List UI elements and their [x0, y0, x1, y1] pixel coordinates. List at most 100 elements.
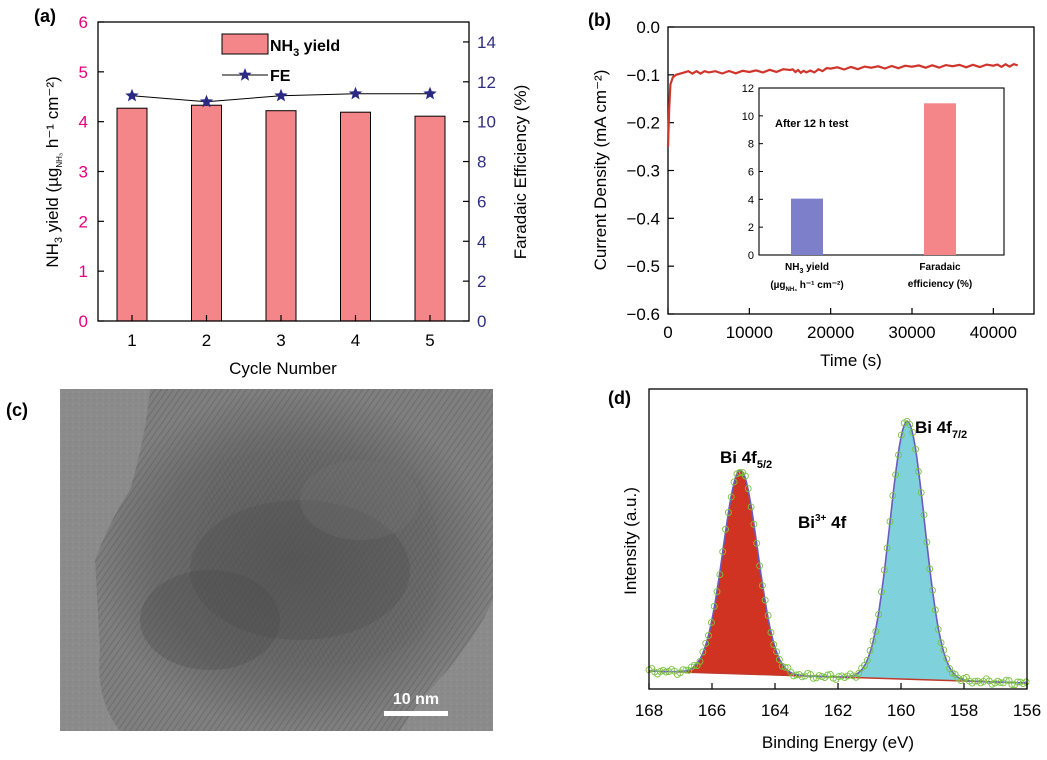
- panel-b-label: (b): [588, 10, 611, 30]
- raw-data-point: [770, 641, 778, 648]
- raw-data-point: [699, 648, 707, 656]
- panel-d-y-axis-title: Intensity (a.u.): [621, 487, 640, 595]
- raw-data-point: [895, 451, 902, 459]
- fe-point-3: [274, 88, 288, 102]
- raw-data-point: [1008, 681, 1016, 688]
- a-right-tick-label: 8: [477, 153, 486, 172]
- peak-label-4f72: Bi 4f7/2: [915, 418, 967, 441]
- raw-data-point: [861, 662, 868, 669]
- legend-star-fe: [238, 68, 252, 81]
- panel-a-y2-axis-title: Faradaic Efficiency (%): [511, 85, 530, 259]
- a-left-tick-label: 2: [79, 212, 88, 231]
- raw-data-point: [934, 625, 942, 633]
- raw-data-point: [781, 663, 789, 671]
- inset-bar-2: [924, 103, 956, 255]
- raw-data-point: [713, 588, 721, 596]
- raw-data-point: [798, 673, 806, 681]
- raw-data-point: [767, 629, 775, 636]
- raw-data-point: [1002, 676, 1010, 684]
- d-x-tick-label: 168: [635, 701, 663, 720]
- panel-d-x-axis-title: Binding Energy (eV): [762, 733, 914, 752]
- a-right-tick-label: 14: [477, 33, 496, 52]
- raw-data-point: [705, 632, 712, 639]
- raw-data-point: [878, 588, 885, 596]
- a-left-tick-label: 3: [79, 163, 88, 182]
- d-x-tick-label: 164: [761, 701, 789, 720]
- raw-data-point: [926, 565, 934, 573]
- panel-c-label: (c): [6, 400, 28, 420]
- inset-y-tick-label: 6: [748, 167, 754, 179]
- nh3-yield-bar-4: [340, 111, 371, 322]
- raw-data-point: [872, 627, 880, 635]
- inset-y-tick-label: 8: [748, 139, 754, 151]
- raw-data-point: [1022, 678, 1030, 686]
- fe-point-4: [348, 86, 363, 100]
- raw-data-point: [809, 674, 817, 682]
- inset-category-fe-line1: Faradaic: [919, 262, 961, 273]
- raw-data-point: [741, 472, 749, 480]
- raw-data-point: [707, 619, 715, 626]
- inset-bar-1: [791, 198, 823, 255]
- a-right-tick-label: 12: [477, 73, 496, 92]
- a-x-tick-label: 4: [351, 331, 360, 350]
- raw-data-point: [906, 421, 914, 429]
- raw-data-point: [920, 511, 928, 519]
- nh3-yield-bar-1: [116, 107, 148, 322]
- raw-data-point: [824, 671, 832, 679]
- a-right-tick-label: 2: [477, 272, 486, 291]
- raw-data-point: [929, 586, 936, 594]
- current-density-line: [666, 63, 1018, 147]
- a-x-tick-label: 5: [425, 331, 434, 350]
- a-x-tick-label: 1: [127, 331, 136, 350]
- raw-data-point: [883, 544, 891, 552]
- raw-data-point: [912, 445, 919, 453]
- nh3-yield-bar-2: [191, 104, 222, 322]
- raw-data-point: [744, 485, 752, 493]
- raw-data-point: [753, 539, 761, 547]
- legend-label-nh3-yield: NH3 yield: [270, 38, 340, 59]
- raw-data-point: [866, 647, 874, 654]
- a-right-tick-label: 4: [477, 232, 486, 251]
- fit-envelope-line: [649, 420, 1026, 684]
- peak-4f72-fill: [806, 421, 1009, 683]
- a-x-tick-label: 2: [202, 331, 211, 350]
- panel-a-label: (a): [34, 6, 56, 26]
- raw-data-point: [943, 655, 951, 663]
- raw-data-point: [756, 562, 764, 570]
- raw-data-point: [940, 646, 948, 654]
- fe-legend-star: [238, 68, 252, 81]
- raw-data-point: [722, 525, 729, 533]
- scale-bar: [384, 711, 448, 716]
- d-x-tick-label: 158: [950, 701, 978, 720]
- raw-data-point: [897, 431, 905, 439]
- a-x-tick-label: 3: [276, 331, 285, 350]
- panel-a-x-axis-title: Cycle Number: [229, 359, 337, 378]
- d-x-tick-label: 162: [824, 701, 852, 720]
- b-x-tick-label: 20000: [807, 323, 854, 342]
- raw-data-point: [931, 606, 939, 614]
- raw-data-point: [892, 471, 900, 479]
- raw-data-point: [960, 674, 968, 682]
- a-right-tick-label: 0: [477, 312, 486, 331]
- raw-data-point: [923, 538, 931, 546]
- panel-d-chart: 168 166 164 162 160 158 156 Binding Energy (eV…: [621, 388, 1041, 752]
- raw-data-point: [719, 548, 727, 556]
- raw-data-point: [937, 639, 945, 647]
- raw-data-point: [869, 637, 877, 645]
- raw-data-point: [889, 492, 897, 500]
- raw-data-point: [909, 428, 917, 436]
- b-y-tick-label: 0.0: [636, 18, 660, 37]
- b-y-tick-label: −0.6: [626, 305, 660, 324]
- fe-point-1: [125, 88, 139, 102]
- raw-data-point: [730, 478, 738, 486]
- raw-data-point: [696, 657, 704, 665]
- raw-data-point: [736, 469, 744, 477]
- fe-point-5: [423, 86, 437, 100]
- raw-data-point: [727, 493, 735, 501]
- raw-data-point: [880, 566, 888, 574]
- raw-data-point: [747, 503, 755, 511]
- panel-d-label: (d): [608, 388, 631, 408]
- inset-y-tick-label: 2: [748, 222, 754, 234]
- inset-y-tick-label: 10: [742, 111, 754, 123]
